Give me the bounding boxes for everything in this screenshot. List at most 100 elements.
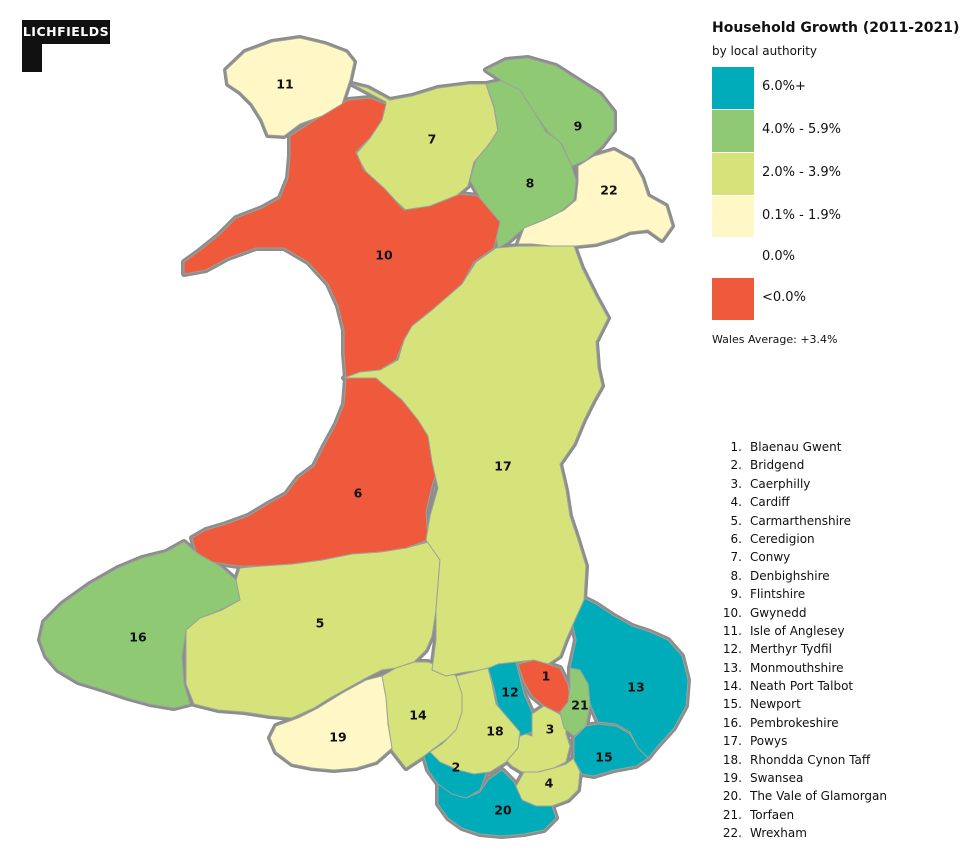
region-number-label: 16 bbox=[129, 630, 147, 645]
key-number: 4. bbox=[730, 495, 742, 510]
key-number: 22. bbox=[722, 826, 742, 841]
key-number: 19. bbox=[722, 771, 742, 786]
region-number-label: 3 bbox=[546, 722, 555, 737]
region-newport bbox=[573, 723, 649, 777]
key-name: Rhondda Cynon Taff bbox=[750, 752, 871, 767]
region-rhondda-cynon-taff bbox=[429, 667, 521, 775]
logo-stem bbox=[22, 44, 42, 72]
key-name: Pembrokeshire bbox=[750, 715, 839, 730]
key-item: 9. Flintshire bbox=[720, 585, 887, 603]
key-number: 3. bbox=[730, 476, 742, 491]
region-caerphilly bbox=[505, 705, 571, 773]
key-number: 7. bbox=[730, 550, 742, 565]
legend-label: 6.0%+ bbox=[762, 79, 806, 94]
region-number-label: 10 bbox=[375, 248, 393, 263]
key-item: 3. Caerphilly bbox=[720, 475, 887, 493]
region-carmarthenshire bbox=[185, 541, 441, 719]
legend-swatch bbox=[712, 237, 754, 279]
key-name: Merthyr Tydfil bbox=[750, 642, 832, 657]
key-name: Monmouthshire bbox=[750, 660, 844, 675]
region-number-label: 15 bbox=[595, 750, 612, 765]
key-number: 6. bbox=[730, 531, 742, 546]
region-powys bbox=[343, 245, 609, 677]
key-name: Denbighshire bbox=[750, 568, 830, 583]
authority-key: 1. Blaenau Gwent 2. Bridgend 3. Caerphilly 4. C… bbox=[720, 438, 887, 843]
key-name: Bridgend bbox=[750, 458, 805, 473]
region-the-vale-of-glamorgan bbox=[437, 769, 557, 837]
region-pembrokeshire bbox=[39, 541, 241, 709]
key-item: 16. Pembrokeshire bbox=[720, 714, 887, 732]
key-name: Torfaen bbox=[750, 807, 795, 822]
key-name: Carmarthenshire bbox=[750, 513, 851, 528]
region-flintshire bbox=[485, 57, 615, 167]
key-item: 17. Powys bbox=[720, 732, 887, 750]
legend-title: Household Growth (2011-2021) bbox=[712, 20, 960, 36]
key-item: 10. Gwynedd bbox=[720, 604, 887, 622]
key-number: 18. bbox=[722, 752, 742, 767]
key-item: 7. Conwy bbox=[720, 548, 887, 566]
key-item: 5. Carmarthenshire bbox=[720, 512, 887, 530]
key-item: 4. Cardiff bbox=[720, 493, 887, 511]
key-item: 1. Blaenau Gwent bbox=[720, 438, 887, 456]
region-isle-of-anglesey bbox=[225, 37, 355, 137]
key-item: 11. Isle of Anglesey bbox=[720, 622, 887, 640]
key-number: 11. bbox=[722, 623, 742, 638]
legend-subtitle: by local authority bbox=[712, 44, 817, 58]
key-number: 13. bbox=[722, 660, 742, 675]
region-number-label: 6 bbox=[354, 486, 363, 501]
key-name: Ceredigion bbox=[750, 531, 815, 546]
key-name: Isle of Anglesey bbox=[750, 623, 845, 638]
key-number: 10. bbox=[722, 605, 742, 620]
key-name: The Vale of Glamorgan bbox=[750, 789, 887, 804]
key-number: 14. bbox=[722, 679, 742, 694]
legend-label: 0.0% bbox=[762, 249, 796, 264]
region-torfaen bbox=[559, 667, 591, 737]
legend-class-0-2: 0.1% - 1.9% bbox=[712, 196, 942, 238]
legend-label: 0.1% - 1.9% bbox=[762, 208, 842, 223]
region-number-label: 21 bbox=[571, 698, 588, 713]
legend-label: 4.0% - 5.9% bbox=[762, 122, 842, 137]
legend-swatch bbox=[712, 153, 754, 195]
key-name: Gwynedd bbox=[750, 605, 807, 620]
key-item: 21. Torfaen bbox=[720, 806, 887, 824]
legend-label: 2.0% - 3.9% bbox=[762, 165, 842, 180]
key-name: Cardiff bbox=[750, 495, 790, 510]
key-item: 22. Wrexham bbox=[720, 824, 887, 842]
key-item: 18. Rhondda Cynon Taff bbox=[720, 751, 887, 769]
key-number: 5. bbox=[730, 513, 742, 528]
key-item: 19. Swansea bbox=[720, 769, 887, 787]
wales-average: Wales Average: +3.4% bbox=[712, 333, 838, 346]
legend-swatch bbox=[712, 110, 754, 152]
region-number-label: 4 bbox=[545, 776, 554, 791]
key-number: 12. bbox=[722, 642, 742, 657]
lichfields-logo: LICHFIELDS bbox=[22, 20, 110, 72]
key-name: Swansea bbox=[750, 771, 804, 786]
region-number-label: 1 bbox=[542, 669, 551, 684]
key-item: 13. Monmouthshire bbox=[720, 659, 887, 677]
key-name: Caerphilly bbox=[750, 476, 811, 491]
key-name: Blaenau Gwent bbox=[750, 440, 842, 454]
legend-swatch bbox=[712, 196, 754, 238]
region-number-label: 5 bbox=[316, 616, 325, 631]
key-name: Flintshire bbox=[750, 587, 806, 602]
legend-label: <0.0% bbox=[762, 290, 806, 305]
key-item: 2. Bridgend bbox=[720, 456, 887, 474]
key-item: 8. Denbighshire bbox=[720, 567, 887, 585]
key-name: Conwy bbox=[750, 550, 791, 565]
region-number-label: 22 bbox=[600, 183, 617, 198]
key-number: 15. bbox=[722, 697, 742, 712]
key-item: 14. Neath Port Talbot bbox=[720, 677, 887, 695]
region-number-label: 18 bbox=[486, 724, 503, 739]
key-number: 21. bbox=[722, 807, 742, 822]
key-item: 15. Newport bbox=[720, 695, 887, 713]
key-number: 9. bbox=[730, 587, 742, 602]
region-number-label: 2 bbox=[452, 760, 461, 775]
region-swansea bbox=[269, 675, 393, 771]
region-number-label: 12 bbox=[501, 685, 518, 700]
legend-class-4-6: 4.0% - 5.9% bbox=[712, 110, 942, 152]
key-item: 20. The Vale of Glamorgan bbox=[720, 787, 887, 805]
region-wrexham bbox=[517, 149, 673, 247]
key-number: 16. bbox=[722, 715, 742, 730]
legend-class-negative: <0.0% bbox=[712, 278, 942, 320]
